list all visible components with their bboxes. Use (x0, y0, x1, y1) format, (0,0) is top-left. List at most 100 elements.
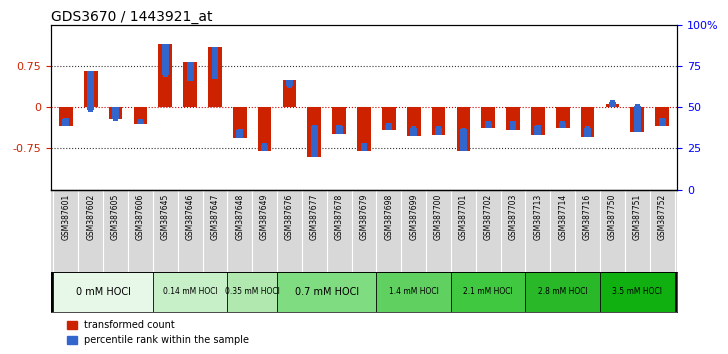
Text: GSM387701: GSM387701 (459, 194, 468, 240)
Bar (233, 107, 247, 138)
Bar (59, 107, 73, 126)
Bar (187, 78, 193, 81)
Bar (635, 104, 640, 108)
Text: 2.1 mM HOCl: 2.1 mM HOCl (463, 287, 513, 296)
Text: 2.8 mM HOCl: 2.8 mM HOCl (538, 287, 587, 296)
Text: 0.14 mM HOCl: 0.14 mM HOCl (163, 287, 218, 296)
Bar (63, 119, 69, 126)
Bar (606, 104, 620, 107)
Bar (456, 107, 470, 151)
Text: GSM387678: GSM387678 (335, 194, 344, 240)
Text: GSM387648: GSM387648 (235, 194, 245, 240)
FancyBboxPatch shape (600, 272, 675, 312)
Text: GSM387716: GSM387716 (583, 194, 592, 240)
Bar (534, 126, 542, 135)
Bar (108, 107, 122, 119)
Bar (137, 121, 144, 124)
Bar (287, 85, 292, 88)
Text: GSM387713: GSM387713 (534, 194, 542, 240)
Text: GSM387647: GSM387647 (210, 194, 219, 240)
Bar (510, 122, 516, 130)
Text: GSM387750: GSM387750 (608, 194, 617, 240)
Text: GSM387606: GSM387606 (136, 194, 145, 240)
Bar (660, 118, 665, 121)
Bar (535, 125, 541, 128)
Text: GDS3670 / 1443921_at: GDS3670 / 1443921_at (51, 10, 213, 24)
Bar (610, 100, 615, 103)
Bar (212, 75, 218, 79)
Bar (460, 129, 467, 151)
FancyBboxPatch shape (153, 272, 227, 312)
Bar (385, 125, 392, 130)
Bar (655, 107, 669, 126)
Bar (262, 143, 267, 146)
Bar (336, 125, 342, 128)
FancyBboxPatch shape (277, 272, 376, 312)
Bar (138, 119, 143, 122)
Bar (432, 107, 446, 135)
Bar (411, 128, 417, 136)
Text: GSM387602: GSM387602 (86, 194, 95, 240)
Text: GSM387601: GSM387601 (61, 194, 71, 240)
Text: GSM387605: GSM387605 (111, 194, 120, 240)
Bar (261, 144, 268, 151)
FancyBboxPatch shape (227, 272, 277, 312)
Bar (258, 107, 272, 151)
FancyBboxPatch shape (376, 272, 451, 312)
Bar (237, 129, 242, 132)
Bar (307, 107, 321, 156)
Bar (436, 126, 441, 130)
Text: 1.4 mM HOCl: 1.4 mM HOCl (389, 287, 439, 296)
Bar (63, 118, 68, 121)
Bar (411, 126, 416, 130)
Text: GSM387645: GSM387645 (161, 194, 170, 240)
Bar (112, 107, 119, 119)
FancyBboxPatch shape (53, 272, 153, 312)
Bar (386, 123, 392, 126)
Text: 0 mM HOCl: 0 mM HOCl (76, 287, 130, 297)
Bar (634, 106, 641, 132)
Bar (186, 62, 194, 80)
Bar (286, 80, 293, 86)
Bar (87, 72, 94, 110)
Bar (531, 107, 545, 135)
Bar (159, 44, 172, 107)
Bar (506, 107, 520, 130)
Bar (332, 107, 346, 133)
Text: GSM387677: GSM387677 (310, 194, 319, 240)
Bar (336, 126, 343, 133)
Text: 0.35 mM HOCl: 0.35 mM HOCl (225, 287, 280, 296)
Bar (133, 107, 147, 124)
Bar (510, 121, 516, 124)
Bar (486, 121, 491, 124)
Bar (435, 128, 442, 135)
Bar (113, 118, 118, 121)
Text: GSM387700: GSM387700 (434, 194, 443, 240)
Bar (162, 74, 168, 77)
Bar (584, 128, 591, 137)
Bar (282, 80, 296, 107)
Text: 0.7 mM HOCl: 0.7 mM HOCl (295, 287, 359, 297)
Text: 3.5 mM HOCl: 3.5 mM HOCl (612, 287, 662, 296)
Text: GSM387752: GSM387752 (657, 194, 667, 240)
Bar (183, 62, 197, 107)
Bar (485, 122, 491, 128)
Text: GSM387751: GSM387751 (633, 194, 642, 240)
Text: GSM387702: GSM387702 (483, 194, 493, 240)
Bar (609, 102, 616, 107)
FancyBboxPatch shape (451, 272, 526, 312)
Text: GSM387676: GSM387676 (285, 194, 294, 240)
Legend: transformed count, percentile rank within the sample: transformed count, percentile rank withi… (63, 316, 253, 349)
Bar (311, 126, 317, 156)
Bar (407, 107, 421, 136)
Text: GSM387646: GSM387646 (186, 194, 194, 240)
Text: GSM387649: GSM387649 (260, 194, 269, 240)
Bar (360, 144, 368, 151)
Bar (481, 107, 495, 128)
Bar (357, 107, 371, 151)
Text: GSM387698: GSM387698 (384, 194, 393, 240)
Bar (560, 121, 566, 124)
Bar (585, 126, 590, 130)
Bar (84, 72, 98, 107)
Bar (659, 119, 665, 126)
